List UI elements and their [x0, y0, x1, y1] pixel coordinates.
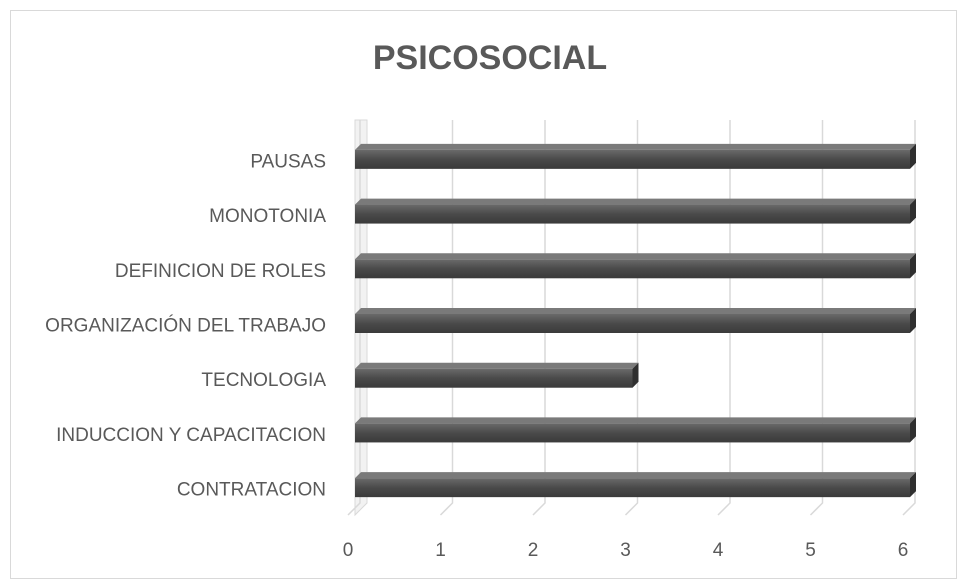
- grid-line: [347, 120, 361, 516]
- x-tick-label: 5: [805, 540, 816, 561]
- bar-end: [910, 472, 916, 498]
- x-tick-label: 4: [713, 540, 724, 561]
- bar: [355, 259, 910, 279]
- bar-end: [910, 308, 916, 333]
- grid-line: [809, 120, 824, 516]
- y-tick-label: ORGANIZACIÓN DEL TRABAJO: [45, 315, 326, 337]
- bar-top: [355, 143, 916, 150]
- bar-end: [632, 362, 639, 388]
- bar-end: [910, 143, 916, 169]
- x-tick-label: 3: [620, 540, 631, 561]
- bar-top: [355, 472, 916, 479]
- y-tick-label: INDUCCION Y CAPACITACION: [56, 425, 326, 446]
- x-tick-label: 2: [528, 540, 539, 561]
- grid-line: [717, 120, 731, 516]
- bar: [355, 204, 910, 224]
- bar: [355, 423, 910, 443]
- x-tick-label: 1: [435, 540, 446, 561]
- bar: [355, 368, 633, 388]
- grid-line: [532, 120, 546, 516]
- x-tick-label: 6: [898, 540, 909, 561]
- y-tick-label: CONTRATACION: [177, 480, 326, 501]
- x-tick-label: 0: [343, 540, 354, 561]
- bar-top: [355, 417, 916, 424]
- grid-line: [902, 120, 916, 516]
- bar-top: [355, 253, 916, 260]
- y-tick-label: DEFINICION DE ROLES: [115, 261, 326, 282]
- bar-top: [355, 198, 916, 205]
- bar: [355, 478, 910, 498]
- grid-line: [439, 120, 454, 516]
- bar-top: [355, 362, 639, 369]
- y-tick-label: TECNOLOGIA: [201, 370, 326, 391]
- y-tick-label: PAUSAS: [250, 151, 326, 172]
- chart-title: PSICOSOCIAL: [373, 39, 607, 77]
- y-tick-label: MONOTONIA: [209, 206, 326, 227]
- bar-end: [910, 417, 916, 443]
- grid-line: [624, 120, 639, 516]
- bar-end: [910, 253, 916, 279]
- bar: [355, 149, 910, 169]
- bar-end: [910, 198, 916, 224]
- bar-top: [355, 308, 916, 314]
- bar: [355, 314, 910, 333]
